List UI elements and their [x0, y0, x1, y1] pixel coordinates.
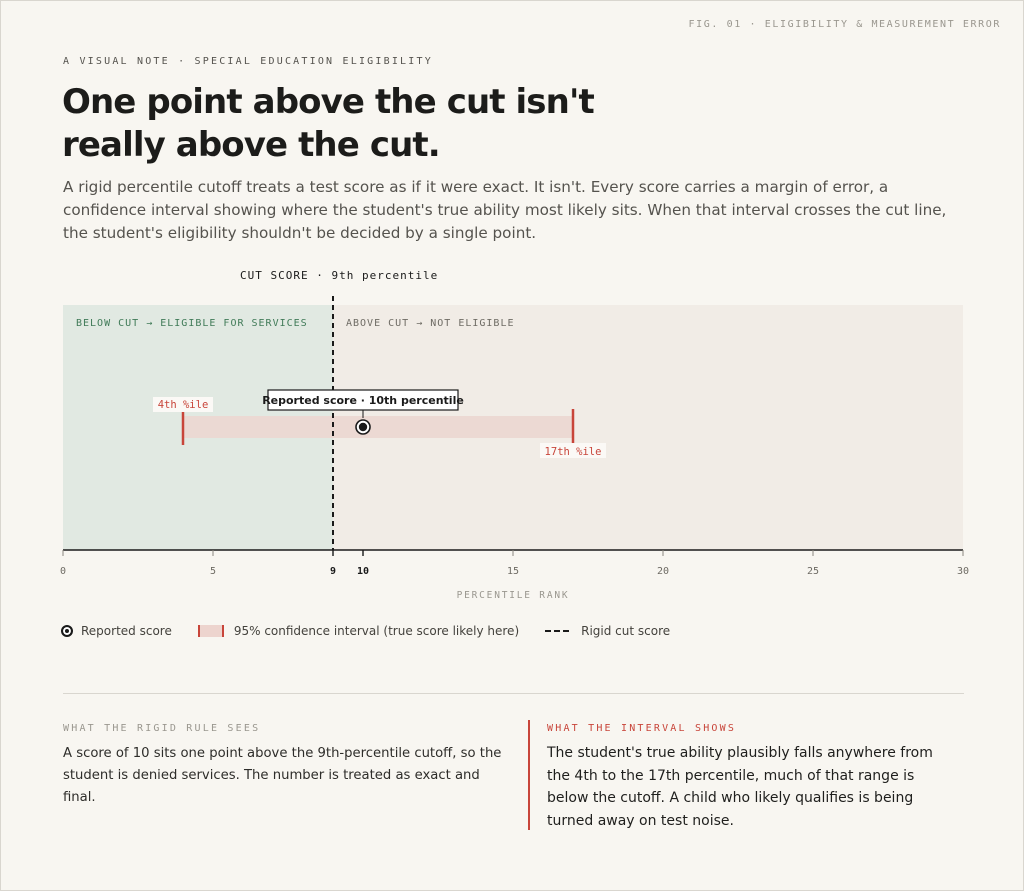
chart-legend: Reported score 95% confidence interval (…: [61, 624, 696, 638]
eligible-region-label: BELOW CUT → ELIGIBLE FOR SERVICES: [76, 318, 308, 329]
legend-cut-label: Rigid cut score: [581, 624, 671, 638]
section-divider: [63, 693, 964, 694]
interval-high-label-bg: [540, 443, 606, 458]
x-tick-label: 9: [330, 566, 336, 577]
interval-chart: BELOW CUT → ELIGIBLE FOR SERVICES ABOVE C…: [60, 269, 969, 601]
confidence-interval-swatch-icon: [197, 625, 224, 637]
dashed-line-icon: [545, 630, 570, 632]
x-tick-label: 15: [507, 566, 519, 577]
rigid-rule-label: WHAT THE RIGID RULE SEES: [63, 723, 261, 734]
legend-interval-label: 95% confidence interval (true score like…: [233, 624, 520, 638]
intro-paragraph: A rigid percentile cutoff treats a test …: [63, 178, 947, 242]
legend-reported-label: Reported score: [81, 624, 172, 638]
x-axis-title: PERCENTILE RANK: [457, 590, 570, 601]
legend-item-reported: Reported score: [61, 624, 172, 638]
interval-low-label: 4th %ile: [158, 399, 209, 411]
interval-shows-label: WHAT THE INTERVAL SHOWS: [547, 723, 737, 734]
figure-tag: FIG. 01 · ELIGIBILITY & MEASUREMENT ERRO…: [688, 19, 1001, 30]
rigid-rule-panel: WHAT THE RIGID RULE SEES A score of 10 s…: [63, 722, 503, 809]
x-tick-label: 5: [210, 566, 216, 577]
x-tick-label: 10: [357, 566, 369, 577]
rigid-rule-text: A score of 10 sits one point above the 9…: [63, 746, 502, 805]
x-tick-label: 25: [807, 566, 819, 577]
x-tick-label: 30: [957, 566, 969, 577]
interval-high-label: 17th %ile: [545, 446, 602, 458]
reported-score-callout-box: [267, 389, 459, 411]
interval-shows-text: The student's true ability plausibly fal…: [547, 745, 933, 829]
confidence-interval-band: [183, 416, 573, 438]
x-tick-label: 20: [657, 566, 669, 577]
reported-score-callout: Reported score · 10th percentile: [262, 394, 464, 407]
reported-score-marker-icon: [61, 625, 73, 637]
eyebrow: A VISUAL NOTE · SPECIAL EDUCATION ELIGIB…: [63, 56, 433, 67]
reported-score-marker-core: [358, 422, 368, 432]
legend-item-cut: Rigid cut score: [545, 624, 670, 638]
interval-shows-panel: WHAT THE INTERVAL SHOWS The student's tr…: [528, 720, 958, 830]
interval-low-label-bg: [153, 397, 213, 412]
headline: One point above the cut isn't really abo…: [62, 82, 595, 165]
not-eligible-region-label: ABOVE CUT → NOT ELIGIBLE: [346, 318, 515, 329]
legend-item-interval: 95% confidence interval (true score like…: [197, 624, 520, 638]
x-tick-label: 0: [60, 566, 66, 577]
cut-score-label: CUT SCORE · 9th percentile: [240, 269, 438, 282]
